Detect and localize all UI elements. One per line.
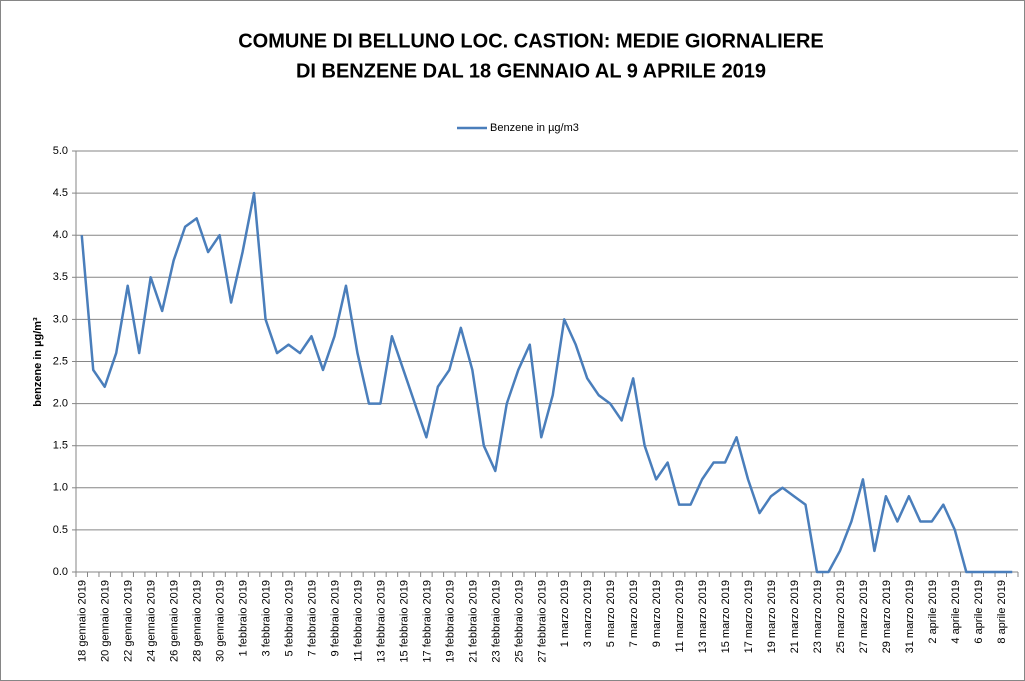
x-tick-label: 25 marzo 2019 [835,580,847,653]
x-tick-label: 9 febbraio 2019 [329,580,341,656]
chart-subtitle: DI BENZENE DAL 18 GENNAIO AL 9 APRILE 20… [296,60,766,82]
x-tick-label: 17 marzo 2019 [743,580,755,653]
x-tick-label: 1 febbraio 2019 [238,580,250,656]
x-tick-label: 31 marzo 2019 [904,580,916,653]
x-tick-label: 27 marzo 2019 [858,580,870,653]
x-tick-label: 15 febbraio 2019 [398,580,410,663]
x-tick-label: 24 gennaio 2019 [146,580,158,662]
data-line [80,191,1013,574]
x-tick-label: 7 febbraio 2019 [307,580,319,656]
x-tick-label: 3 febbraio 2019 [261,580,273,656]
x-tick-label: 25 febbraio 2019 [513,580,525,663]
y-tick-label: 0.0 [53,566,68,578]
x-tick-label: 30 gennaio 2019 [215,580,227,662]
x-tick-label: 4 aprile 2019 [950,580,962,644]
y-tick-label: 1.0 [53,482,68,494]
x-tick-label: 17 febbraio 2019 [421,580,433,663]
x-tick-label: 21 febbraio 2019 [467,580,479,663]
x-tick-label: 23 marzo 2019 [812,580,824,653]
x-tick-label: 15 marzo 2019 [720,580,732,653]
y-tick-label: 3.5 [53,271,68,283]
x-tick-label: 26 gennaio 2019 [169,580,181,662]
y-tick-label: 2.5 [53,355,68,367]
x-tick-label: 23 febbraio 2019 [490,580,502,663]
x-tick-label: 29 marzo 2019 [881,580,893,653]
x-tick-label: 2 aprile 2019 [927,580,939,644]
x-tick-label: 27 febbraio 2019 [536,580,548,663]
y-tick-label: 4.5 [53,187,68,199]
y-tick-label: 3.0 [53,313,68,325]
chart-title: COMUNE DI BELLUNO LOC. CASTION: MEDIE GI… [238,30,824,52]
x-tick-label: 11 febbraio 2019 [352,580,364,662]
x-tick-label: 28 gennaio 2019 [192,580,204,662]
y-tick-label: 2.0 [53,398,68,410]
legend-label: Benzene in µg/m3 [490,122,579,134]
x-tick-label: 5 febbraio 2019 [284,580,296,656]
x-tick-label: 5 marzo 2019 [605,580,617,647]
x-tick-label: 7 marzo 2019 [628,580,640,647]
y-tick-label: 5.0 [53,145,68,157]
y-axis-title: benzene in µg/m³ [32,317,44,407]
y-tick-label: 4.0 [53,229,68,241]
x-tick-label: 21 marzo 2019 [789,580,801,653]
x-tick-label: 9 marzo 2019 [651,580,663,647]
x-tick-label: 8 aprile 2019 [996,580,1008,644]
x-tick-label: 11 marzo 2019 [674,580,686,653]
y-tick-label: 1.5 [53,440,68,452]
x-tick-label: 13 febbraio 2019 [375,580,387,663]
x-tick-label: 1 marzo 2019 [559,580,571,647]
x-tick-label: 20 gennaio 2019 [100,580,112,662]
x-tick-label: 19 febbraio 2019 [444,580,456,663]
x-tick-label: 13 marzo 2019 [697,580,709,653]
x-tick-label: 3 marzo 2019 [582,580,594,647]
y-tick-label: 0.5 [53,524,68,536]
x-tick-label: 19 marzo 2019 [766,580,778,653]
x-tick-label: 22 gennaio 2019 [123,580,135,662]
x-tick-label: 18 gennaio 2019 [77,580,89,662]
x-tick-label: 6 aprile 2019 [973,580,985,644]
